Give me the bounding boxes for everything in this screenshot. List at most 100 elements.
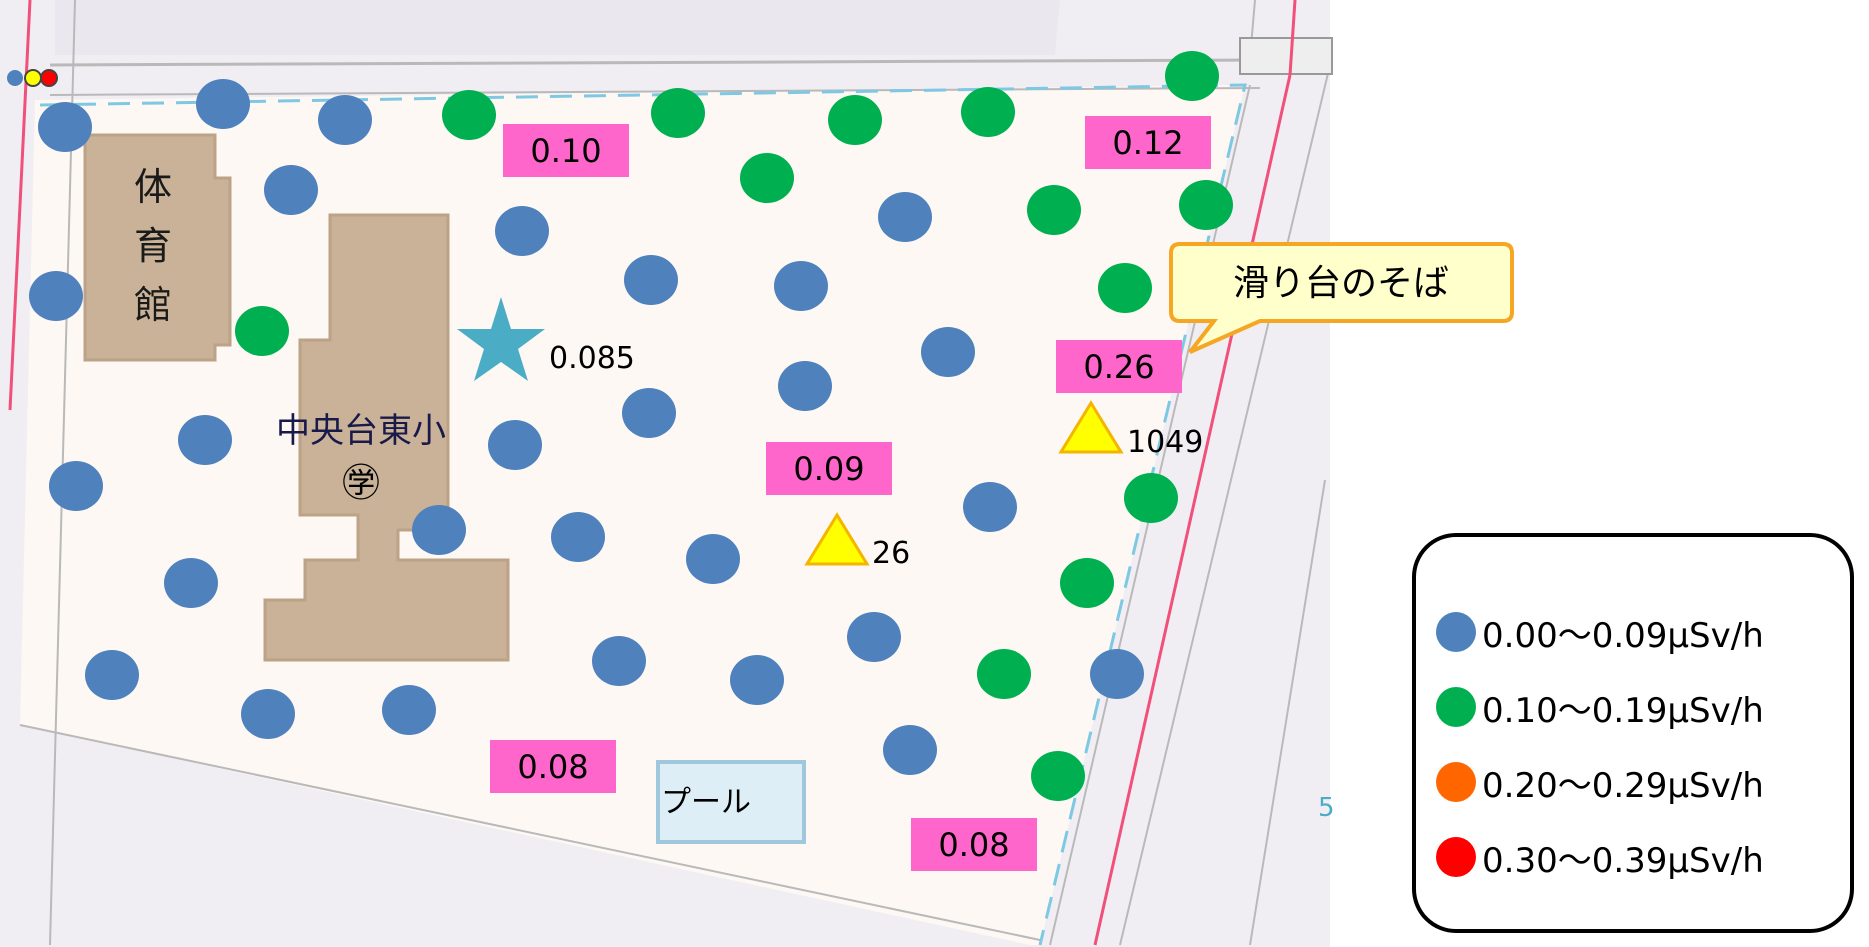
school-symbol-icon: ㊫ [342,461,380,505]
green-dot [961,87,1015,137]
measurement-box [911,818,1037,871]
blue-dot [49,461,103,511]
star-marker-icon [457,297,545,381]
blue-dot [730,655,784,705]
blue-dot [495,206,549,256]
campus-ground [20,85,1245,945]
measurement-value: 0.08 [938,826,1009,864]
green-dot [1098,263,1152,313]
blue-dot-group [29,79,1144,775]
triangle-value: 1049 [1127,425,1203,460]
legend-item: 0.00〜0.09μSv/h [1436,607,1764,657]
green-dot [828,95,882,145]
traffic-mark-icon [40,69,58,87]
blue-dot [38,102,92,152]
blue-dot [921,327,975,377]
legend-dot-green-icon [1436,687,1476,727]
legend-label: 0.20〜0.29μSv/h [1482,765,1764,806]
green-dot [651,88,705,138]
green-dot [1031,751,1085,801]
green-dot-group [235,51,1233,801]
blue-dot [847,612,901,662]
legend-item: 0.10〜0.19μSv/h [1436,682,1764,732]
blue-dot [1090,649,1144,699]
legend-dot-red-icon [1436,837,1476,877]
legend: 0.00〜0.09μSv/h 0.10〜0.19μSv/h 0.20〜0.29μ… [1412,533,1854,933]
blue-dot [178,415,232,465]
green-dot [1060,558,1114,608]
green-dot [1179,180,1233,230]
blue-dot [551,512,605,562]
blue-dot [778,361,832,411]
traffic-mark-icon [7,70,23,86]
blue-dot [963,482,1017,532]
gym-label-char: 館 [134,283,172,327]
blue-dot [382,685,436,735]
north-road [55,0,1060,55]
legend-item: 0.30〜0.39μSv/h [1436,832,1764,882]
boundary-line-pink [1093,74,1292,946]
blue-dot [85,650,139,700]
measurement-value: 0.08 [517,748,588,786]
blue-dot [241,689,295,739]
green-dot [1124,473,1178,523]
legend-item: 0.20〜0.29μSv/h [1436,757,1764,807]
measurement-value: 0.26 [1083,348,1154,386]
measurement-box [503,124,629,177]
measurement-box [1056,340,1182,393]
gym-label-char: 育 [134,224,172,268]
legend-dot-orange-icon [1436,762,1476,802]
blue-dot [624,255,678,305]
boundary-line-pink [8,0,32,411]
blue-dot [164,558,218,608]
road-edge-line [49,87,1261,96]
blue-dot [488,420,542,470]
green-dot [740,153,794,203]
pool [656,760,806,844]
green-dot [977,649,1031,699]
green-dot [235,306,289,356]
boundary-line-pink [1288,0,1297,76]
blue-dot [878,192,932,242]
legend-label: 0.30〜0.39μSv/h [1482,840,1764,881]
measurement-box [766,442,892,495]
blue-dot [592,636,646,686]
callout-text: 滑り台のそば [1233,263,1449,304]
legend-dot-blue-icon [1436,612,1476,652]
measurement-value: 0.12 [1112,124,1183,162]
legend-label: 0.00〜0.09μSv/h [1482,615,1764,656]
star-value: 0.085 [549,341,635,376]
callout-bubble [1169,242,1514,354]
blue-dot [412,505,466,555]
blue-dot [196,79,250,129]
edge-number: 5 [1318,793,1335,823]
measurement-value: 0.09 [793,450,864,488]
measurement-box [1085,116,1211,169]
traffic-mark-icon [24,69,42,87]
blue-dot [774,261,828,311]
pool-label: プール [661,785,751,820]
blue-dot [318,95,372,145]
road-sign-box [1239,37,1333,75]
road-edge-line [49,58,1266,67]
gym-label-char: 体 [134,165,172,209]
triangle-marker-icon [804,512,870,566]
blue-dot [622,388,676,438]
measurement-value: 0.10 [530,132,601,170]
blue-dot [29,271,83,321]
road-edge-line [1249,479,1326,946]
gym-building [83,133,232,362]
blue-dot [883,725,937,775]
road-edge-line [1119,64,1331,946]
green-dot [1165,51,1219,101]
campus-boundary [39,83,1247,946]
road-edge-line [19,724,1041,941]
school-label: 中央台東小 [276,411,446,451]
green-dot [442,90,496,140]
blue-dot [686,534,740,584]
triangle-value: 26 [872,536,910,571]
legend-label: 0.10〜0.19μSv/h [1482,690,1764,731]
measurement-box [490,740,616,793]
blue-dot [264,165,318,215]
